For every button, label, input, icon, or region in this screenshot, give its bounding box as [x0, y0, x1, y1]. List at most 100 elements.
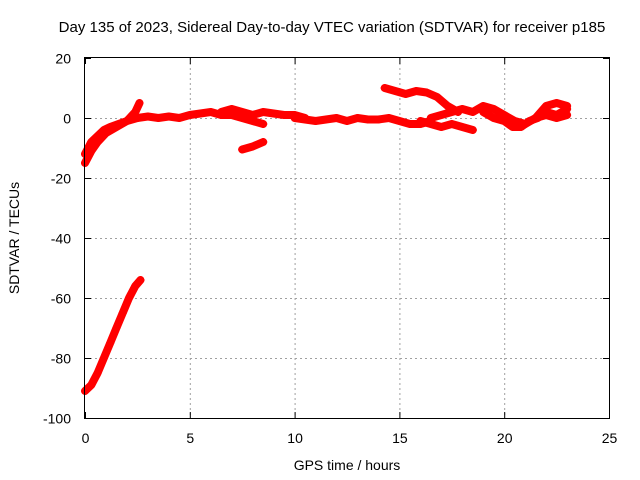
data-point: [106, 339, 115, 347]
data-point: [175, 114, 184, 122]
data-point: [380, 84, 389, 92]
data-point: [125, 294, 134, 302]
series-arc-afternoon-low: [416, 117, 477, 134]
data-point: [87, 147, 96, 155]
x-tick-label: 25: [602, 430, 618, 446]
y-tick-label: -20: [51, 171, 71, 187]
data-point: [401, 90, 410, 98]
data-point: [280, 111, 289, 119]
data-point: [101, 129, 110, 137]
y-tick-label: -80: [51, 351, 71, 367]
data-point: [391, 87, 400, 95]
data-point: [248, 142, 257, 151]
y-tick-label: 20: [55, 51, 71, 67]
data-point: [206, 108, 215, 116]
data-point: [395, 117, 404, 125]
data-point: [353, 114, 362, 122]
data-point: [405, 120, 414, 128]
data-point: [238, 145, 247, 154]
data-point: [374, 115, 383, 124]
series-arc-steep-rise: [81, 276, 145, 395]
data-point: [508, 123, 517, 131]
data-point: [99, 354, 108, 362]
data-point: [259, 108, 268, 116]
data-point: [118, 309, 127, 317]
data-point: [135, 99, 144, 107]
data-point: [489, 114, 498, 122]
data-point: [412, 87, 421, 95]
series-arc-morning: [133, 108, 268, 128]
x-tick-label: 0: [82, 430, 90, 446]
data-point: [164, 112, 173, 121]
data-point: [363, 115, 372, 124]
x-tick-label: 15: [392, 430, 408, 446]
data-point: [500, 117, 509, 125]
data-point: [552, 114, 561, 122]
data-point: [290, 114, 299, 122]
data-point: [87, 381, 96, 389]
data-point: [525, 117, 534, 125]
x-tick-label: 5: [186, 430, 194, 446]
data-point: [112, 123, 121, 131]
data-point: [122, 117, 131, 125]
data-point: [133, 114, 142, 122]
data-point: [196, 109, 205, 118]
ticks: [84, 57, 610, 419]
series-arc-afternoon-mid: [426, 99, 572, 128]
data-point: [443, 102, 452, 110]
data-point: [458, 105, 467, 113]
data-point: [426, 120, 435, 128]
data-point: [259, 138, 268, 146]
data-point: [433, 93, 442, 101]
data-point: [437, 111, 446, 119]
data-point: [227, 105, 236, 113]
data-point: [447, 108, 456, 116]
y-tick-label: -40: [51, 231, 71, 247]
data-series: [81, 84, 572, 395]
data-point: [563, 111, 572, 119]
data-point: [131, 282, 140, 290]
data-point: [301, 115, 310, 124]
data-point: [217, 108, 226, 116]
data-point: [269, 109, 278, 118]
series-trace: [81, 276, 145, 395]
data-point: [93, 369, 102, 377]
chart-title: Day 135 of 2023, Sidereal Day-to-day VTE…: [59, 19, 606, 36]
data-point: [311, 117, 320, 125]
y-tick-label: -60: [51, 291, 71, 307]
x-axis-label: GPS time / hours: [294, 457, 401, 473]
data-point: [154, 114, 163, 122]
data-point: [322, 115, 331, 124]
data-point: [343, 117, 351, 125]
data-point: [136, 276, 145, 284]
data-point: [332, 114, 341, 122]
data-point: [447, 120, 456, 128]
tick-labels: 0 5 10 15 20 25 -100 -80 -60 -40 -20 0 20: [43, 51, 618, 447]
series-arc-dip: [238, 138, 268, 154]
series-arc-afternoon-upper: [380, 84, 463, 116]
data-point: [468, 108, 477, 116]
data-point: [185, 111, 194, 119]
data-point: [384, 114, 393, 122]
data-point: [437, 123, 446, 131]
data-point: [143, 112, 152, 121]
data-point: [552, 99, 561, 107]
data-point: [542, 111, 551, 119]
y-tick-label: 0: [63, 111, 71, 127]
x-tick-label: 20: [497, 430, 513, 446]
y-axis-label: SDTVAR / TECUs: [6, 182, 22, 294]
data-point: [259, 120, 268, 128]
data-point: [416, 117, 425, 125]
series-trace: [531, 111, 572, 122]
data-point: [248, 111, 257, 119]
series-arc-evening-flat: [531, 111, 572, 122]
data-point: [93, 138, 102, 146]
data-point: [422, 88, 431, 97]
data-point: [458, 123, 467, 131]
y-tick-label: -100: [43, 411, 71, 427]
data-point: [479, 108, 488, 116]
data-point: [112, 324, 121, 332]
data-point: [489, 105, 498, 113]
x-tick-label: 10: [287, 430, 303, 446]
